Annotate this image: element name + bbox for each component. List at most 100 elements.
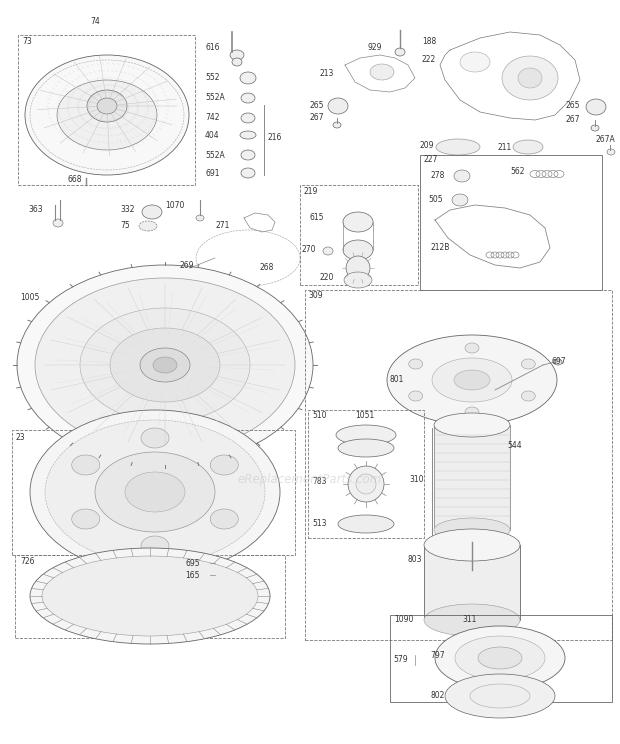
Text: 267: 267 <box>565 115 580 124</box>
Ellipse shape <box>153 357 177 373</box>
Ellipse shape <box>343 212 373 232</box>
Bar <box>18 35 195 185</box>
Ellipse shape <box>460 52 490 72</box>
Bar <box>420 155 602 290</box>
Ellipse shape <box>445 674 555 718</box>
Text: 616: 616 <box>205 42 219 51</box>
Text: 278: 278 <box>430 170 445 179</box>
Text: 929: 929 <box>368 42 383 51</box>
Text: 404: 404 <box>205 130 219 139</box>
Text: 310: 310 <box>409 475 423 484</box>
Text: 219: 219 <box>304 187 319 196</box>
Ellipse shape <box>42 556 258 636</box>
Ellipse shape <box>343 240 373 260</box>
Ellipse shape <box>110 328 220 402</box>
Ellipse shape <box>35 278 295 452</box>
Text: 1090: 1090 <box>394 615 414 624</box>
Text: 311: 311 <box>462 615 476 624</box>
Text: 165: 165 <box>185 571 200 580</box>
Ellipse shape <box>432 358 512 402</box>
Ellipse shape <box>370 64 394 80</box>
Text: 265: 265 <box>310 100 324 109</box>
Ellipse shape <box>452 194 468 206</box>
Ellipse shape <box>409 391 423 401</box>
Ellipse shape <box>57 80 157 150</box>
Text: 269: 269 <box>180 260 195 269</box>
Ellipse shape <box>97 98 117 114</box>
Text: 23: 23 <box>16 432 25 441</box>
Ellipse shape <box>518 68 542 88</box>
Ellipse shape <box>346 256 370 280</box>
Text: 268: 268 <box>260 263 275 272</box>
Ellipse shape <box>513 140 543 154</box>
Ellipse shape <box>387 335 557 425</box>
Text: 615: 615 <box>310 214 324 222</box>
Ellipse shape <box>142 205 162 219</box>
Text: 267A: 267A <box>595 135 615 144</box>
Text: 211: 211 <box>498 144 512 153</box>
Text: 803: 803 <box>407 556 422 565</box>
Text: 513: 513 <box>312 519 327 528</box>
Ellipse shape <box>230 50 244 60</box>
Text: 265: 265 <box>565 100 580 109</box>
Ellipse shape <box>470 684 530 708</box>
Ellipse shape <box>241 150 255 160</box>
Ellipse shape <box>25 55 189 175</box>
Text: 552A: 552A <box>205 150 224 159</box>
Ellipse shape <box>30 410 280 574</box>
Text: 1070: 1070 <box>165 200 184 210</box>
Bar <box>12 430 295 555</box>
Ellipse shape <box>232 58 242 66</box>
Text: 552: 552 <box>205 74 219 83</box>
Ellipse shape <box>241 113 255 123</box>
Ellipse shape <box>72 509 100 529</box>
Ellipse shape <box>436 139 480 155</box>
Text: 1051: 1051 <box>355 411 374 420</box>
Ellipse shape <box>586 99 606 115</box>
Text: 209: 209 <box>420 141 435 150</box>
Text: 726: 726 <box>20 557 35 566</box>
Ellipse shape <box>139 221 157 231</box>
Bar <box>305 290 612 640</box>
Text: 309: 309 <box>308 292 322 301</box>
Text: 742: 742 <box>205 114 219 123</box>
Ellipse shape <box>196 215 204 221</box>
Bar <box>300 185 418 285</box>
Ellipse shape <box>502 56 558 100</box>
Text: 552A: 552A <box>205 94 224 103</box>
Ellipse shape <box>45 420 265 564</box>
Text: 579: 579 <box>393 655 407 664</box>
Ellipse shape <box>434 413 510 437</box>
Ellipse shape <box>455 636 545 680</box>
Bar <box>424 545 520 620</box>
Bar <box>308 410 424 538</box>
Ellipse shape <box>478 647 522 669</box>
Ellipse shape <box>210 509 238 529</box>
Ellipse shape <box>240 131 256 139</box>
Text: 332: 332 <box>120 205 135 214</box>
Ellipse shape <box>72 455 100 475</box>
Text: 668: 668 <box>68 176 82 185</box>
Ellipse shape <box>53 219 63 227</box>
Bar <box>15 555 285 638</box>
Ellipse shape <box>434 518 510 542</box>
Ellipse shape <box>338 515 394 533</box>
Ellipse shape <box>333 122 341 128</box>
Ellipse shape <box>210 455 238 475</box>
Ellipse shape <box>240 72 256 84</box>
Text: 213: 213 <box>320 68 334 77</box>
Text: 695: 695 <box>185 559 200 568</box>
Text: 697: 697 <box>552 358 567 367</box>
Ellipse shape <box>424 604 520 636</box>
Ellipse shape <box>424 529 520 561</box>
Ellipse shape <box>465 343 479 353</box>
Ellipse shape <box>607 149 615 155</box>
Text: 271: 271 <box>215 220 229 229</box>
Text: 75: 75 <box>120 220 130 229</box>
Text: 188: 188 <box>422 37 436 46</box>
Ellipse shape <box>328 98 348 114</box>
Ellipse shape <box>87 90 127 122</box>
Ellipse shape <box>395 48 405 56</box>
Text: 691: 691 <box>205 168 219 178</box>
Text: 797: 797 <box>430 650 445 659</box>
